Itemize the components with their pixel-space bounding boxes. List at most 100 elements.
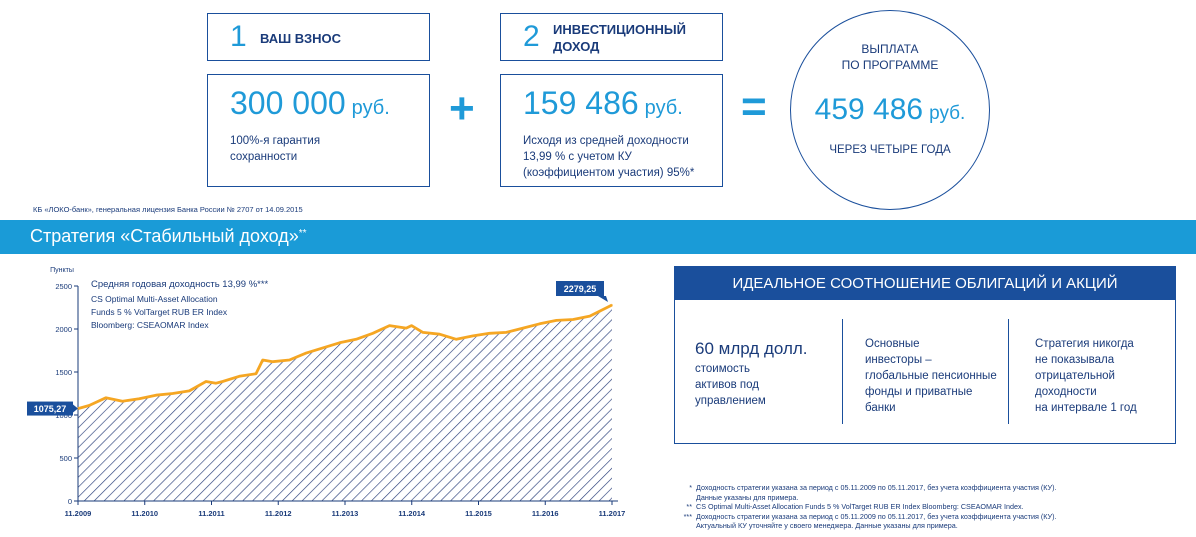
footnote-1-line1: Доходность стратегии указана за период с… bbox=[696, 483, 1057, 492]
panel-divider-1 bbox=[842, 319, 843, 424]
footnote-1-line2: Данные указаны для примера. bbox=[696, 492, 799, 502]
chart-annotation-line4: Bloomberg: CSEAOMAR Index bbox=[91, 320, 209, 330]
start-label-pointer bbox=[73, 404, 78, 413]
y-axis-label: Пункты bbox=[50, 267, 74, 274]
x-tick-label: 11.2014 bbox=[398, 509, 426, 518]
plus-sign: + bbox=[449, 84, 475, 133]
feature-assets: 60 млрд долл. стоимость активов под упра… bbox=[695, 339, 845, 449]
income-box: 159 486 руб. Исходя из средней доходности… bbox=[500, 74, 723, 187]
payout-title: ВЫПЛАТА ПО ПРОГРАММЕ bbox=[791, 41, 989, 73]
data-point bbox=[305, 352, 307, 354]
payout-circle: ВЫПЛАТА ПО ПРОГРАММЕ 459 486 руб. ЧЕРЕЗ Ч… bbox=[790, 10, 990, 210]
step2-label-line2: ДОХОД bbox=[553, 39, 600, 54]
no-losses-text: Стратегия никогда не показывала отрицате… bbox=[1035, 336, 1175, 416]
data-point bbox=[438, 333, 441, 335]
investors-line4: фонды и приватные bbox=[865, 386, 973, 398]
y-tick-label: 1500 bbox=[55, 368, 72, 377]
y-tick-label: 2500 bbox=[55, 282, 72, 291]
income-value: 159 486 bbox=[523, 85, 639, 121]
no-losses-line4: доходности bbox=[1035, 386, 1097, 398]
feature-investors: Основные инвесторы – глобальные пенсионн… bbox=[865, 336, 1015, 446]
data-point bbox=[572, 318, 574, 321]
x-tick-label: 11.2015 bbox=[465, 509, 492, 518]
data-point bbox=[472, 335, 474, 337]
step1-header: 1 ВАШ ВЗНОС bbox=[207, 13, 430, 61]
payout-value: 459 486 bbox=[814, 93, 924, 126]
footnote-3-line2: Актуальный КУ уточняйте у своего менедже… bbox=[696, 521, 958, 530]
investors-line3: глобальные пенсионные bbox=[865, 370, 997, 382]
data-point bbox=[405, 327, 408, 329]
end-label: 2279,25 bbox=[564, 284, 597, 294]
contribution-value: 300 000 bbox=[230, 85, 346, 121]
data-point bbox=[288, 359, 291, 361]
assets-caption-line1: стоимость bbox=[695, 363, 751, 375]
investors-line5: банки bbox=[865, 402, 896, 414]
chart-layer: Пункты0500100015002000250011.200911.2010… bbox=[27, 267, 625, 518]
contribution-box: 300 000 руб. 100%-я гарантия сохранности bbox=[207, 74, 430, 187]
data-point bbox=[238, 375, 241, 378]
footnote-1: * Доходность стратегии указана за период… bbox=[676, 483, 1176, 502]
income-note-line2: 13,99 % с учетом КУ bbox=[523, 151, 632, 163]
x-tick-label: 11.2017 bbox=[599, 509, 626, 518]
y-tick-label: 500 bbox=[59, 454, 72, 463]
data-point bbox=[488, 332, 491, 335]
panel-divider-2 bbox=[1008, 319, 1009, 424]
income-amount: 159 486 руб. bbox=[523, 85, 683, 122]
no-losses-line5: на интервале 1 год bbox=[1035, 402, 1137, 414]
data-point bbox=[388, 324, 391, 327]
no-losses-line1: Стратегия никогда bbox=[1035, 338, 1134, 350]
data-point bbox=[77, 407, 79, 410]
contribution-note-line1: 100%-я гарантия bbox=[230, 135, 321, 147]
data-point bbox=[261, 359, 264, 361]
banner-title: Стратегия «Стабильный доход»** bbox=[30, 226, 307, 247]
data-point bbox=[372, 332, 374, 335]
step1-number: 1 bbox=[230, 20, 247, 53]
chart-svg: Пункты0500100015002000250011.200911.2010… bbox=[27, 267, 625, 518]
footnote-3-line1: Доходность стратегии указана за период с… bbox=[696, 511, 1057, 521]
income-note-line3: (коэффициентом участия) 95%* bbox=[523, 167, 695, 179]
footnote-2-mark: ** bbox=[686, 502, 692, 511]
step2-header: 2 ИНВЕСТИЦИОННЫЙ ДОХОД bbox=[500, 13, 723, 61]
data-point bbox=[611, 304, 613, 306]
data-point bbox=[221, 380, 224, 383]
data-point bbox=[422, 331, 424, 334]
x-tick-label: 11.2010 bbox=[131, 509, 158, 518]
data-point bbox=[171, 392, 174, 395]
data-point bbox=[538, 323, 541, 325]
x-tick-label: 11.2016 bbox=[532, 509, 559, 518]
assets-caption-line3: управлением bbox=[695, 395, 766, 407]
assets-caption: стоимость активов под управлением bbox=[695, 361, 845, 409]
payout-title-line2: ПО ПРОГРАММЕ bbox=[841, 58, 939, 72]
features-panel: ИДЕАЛЬНОЕ СООТНОШЕНИЕ ОБЛИГАЦИЙ И АКЦИЙ … bbox=[674, 266, 1176, 444]
footnote-1-mark: * bbox=[689, 483, 692, 492]
step1-label: ВАШ ВЗНОС bbox=[260, 31, 342, 46]
data-point bbox=[205, 380, 207, 383]
equals-sign: = bbox=[741, 82, 767, 131]
series-line bbox=[77, 303, 613, 410]
footnotes: * Доходность стратегии указана за период… bbox=[676, 483, 1176, 531]
contribution-note-line2: сохранности bbox=[230, 151, 298, 163]
no-losses-line2: не показывала bbox=[1035, 354, 1115, 366]
panel-title: ИДЕАЛЬНОЕ СООТНОШЕНИЕ ОБЛИГАЦИЙ И АКЦИЙ bbox=[675, 267, 1175, 300]
x-tick-label: 11.2012 bbox=[265, 509, 292, 518]
chart-area-fill bbox=[78, 305, 612, 501]
chart-annotation-line2: CS Optimal Multi-Asset Allocation bbox=[91, 294, 218, 304]
x-tick-label: 11.2009 bbox=[65, 509, 92, 518]
income-note: Исходя из средней доходности 13,99 % с у… bbox=[523, 133, 694, 181]
y-tick-label: 0 bbox=[68, 497, 72, 506]
no-losses-line3: отрицательной bbox=[1035, 370, 1115, 382]
data-point bbox=[155, 394, 157, 397]
footnote-3: *** Доходность стратегии указана за пери… bbox=[676, 512, 1176, 531]
strategy-banner: Стратегия «Стабильный доход»** bbox=[0, 220, 1196, 254]
data-point bbox=[355, 338, 357, 341]
data-point bbox=[88, 404, 90, 407]
investors-text: Основные инвесторы – глобальные пенсионн… bbox=[865, 336, 1015, 416]
data-point bbox=[138, 397, 141, 400]
step2-label-line1: ИНВЕСТИЦИОННЫЙ bbox=[553, 22, 686, 37]
feature-no-losses: Стратегия никогда не показывала отрицате… bbox=[1035, 336, 1175, 446]
x-tick-label: 11.2011 bbox=[198, 509, 224, 518]
data-point bbox=[121, 400, 124, 403]
data-point bbox=[588, 315, 591, 317]
footnote-2: ** CS Optimal Multi-Asset Allocation Fun… bbox=[676, 502, 1176, 512]
banner-mark: ** bbox=[298, 228, 307, 239]
